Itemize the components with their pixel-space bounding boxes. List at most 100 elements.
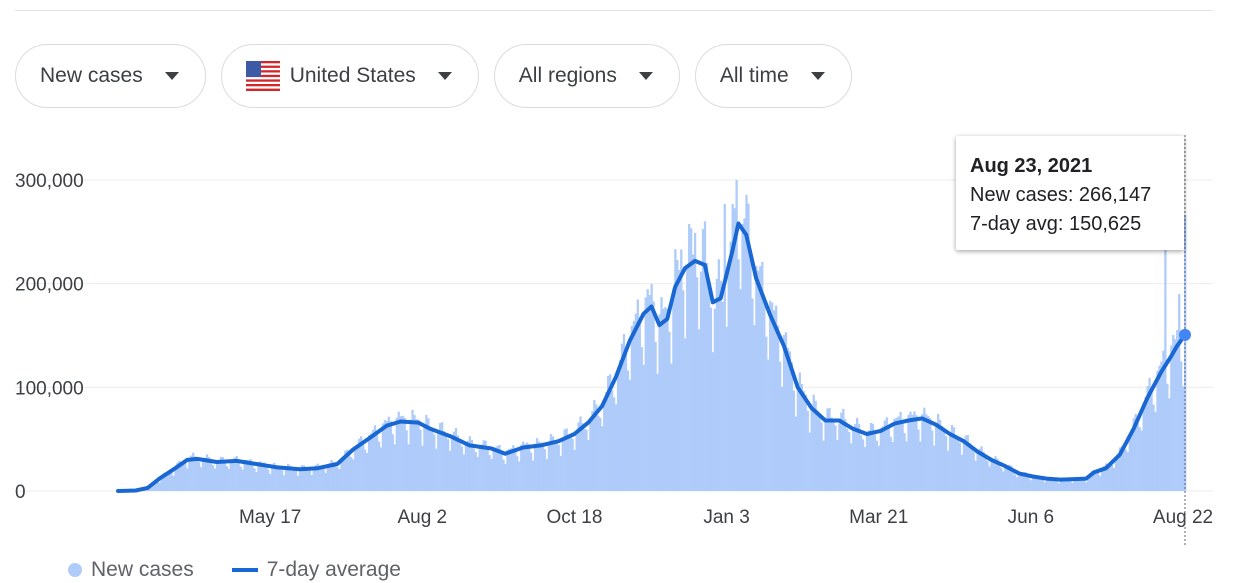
new-cases-bar <box>828 407 831 491</box>
new-cases-bar <box>423 425 426 491</box>
new-cases-bar <box>1002 471 1005 491</box>
new-cases-bar <box>231 459 234 491</box>
chevron-down-icon <box>638 72 653 80</box>
country-dropdown[interactable]: United States <box>220 44 479 108</box>
period-dropdown[interactable]: All time <box>694 44 852 108</box>
new-cases-bar <box>456 435 460 491</box>
new-cases-bar <box>968 443 971 491</box>
new-cases-bar <box>492 446 495 491</box>
new-cases-bar <box>956 438 960 491</box>
new-cases-bar <box>678 269 681 491</box>
new-cases-bar <box>863 446 867 491</box>
new-cases-bar <box>1010 465 1013 491</box>
new-cases-bar <box>717 259 720 491</box>
new-cases-bar <box>1000 468 1003 491</box>
new-cases-bar <box>974 460 977 491</box>
new-cases-bar <box>526 442 529 491</box>
new-cases-bar <box>899 411 902 491</box>
new-cases-bar <box>798 372 801 491</box>
new-cases-bar <box>897 416 900 491</box>
new-cases-bar <box>437 433 440 491</box>
new-cases-bar <box>856 417 859 491</box>
new-cases-bar <box>265 464 268 491</box>
new-cases-bar <box>316 463 319 491</box>
new-cases-bar <box>1012 470 1015 491</box>
new-cases-bar <box>261 463 264 491</box>
new-cases-bar <box>504 463 507 491</box>
new-cases-bar <box>684 338 687 491</box>
new-cases-bar <box>964 435 967 491</box>
new-cases-bar <box>213 468 217 491</box>
new-cases-bar <box>587 439 590 491</box>
new-cases-bar <box>524 444 527 491</box>
new-cases-bar <box>186 468 189 491</box>
new-cases-bar <box>624 352 628 491</box>
new-cases-bar <box>976 453 979 491</box>
new-cases-bar <box>620 343 624 491</box>
new-cases-bar <box>433 434 436 491</box>
new-cases-bar <box>170 472 173 491</box>
new-cases-bar <box>804 394 807 491</box>
new-cases-bar <box>510 448 513 491</box>
new-cases-bar <box>765 336 768 491</box>
new-cases-bar <box>500 452 503 491</box>
new-cases-bar <box>782 334 786 491</box>
y-tick-label: 0 <box>15 482 26 503</box>
new-cases-bar <box>650 284 653 491</box>
new-cases-bar <box>480 444 483 491</box>
new-cases-bar <box>824 422 827 491</box>
new-cases-bar <box>854 424 857 491</box>
new-cases-bar <box>211 465 215 491</box>
new-cases-bar <box>927 416 930 491</box>
new-cases-bar <box>300 465 304 491</box>
y-tick-label: 100,000 <box>15 378 84 399</box>
new-cases-bar <box>547 442 551 491</box>
new-cases-bar <box>950 424 954 491</box>
new-cases-bar <box>1180 361 1183 491</box>
new-cases-bar <box>919 441 922 491</box>
new-cases-bar <box>1055 480 1058 491</box>
new-cases-bar <box>948 434 952 491</box>
new-cases-bar <box>832 421 835 491</box>
new-cases-bar <box>800 383 803 491</box>
new-cases-bar <box>773 310 776 491</box>
new-cases-bar <box>1110 465 1114 491</box>
new-cases-bar <box>867 430 871 491</box>
new-cases-bar <box>350 457 353 491</box>
new-cases-bar <box>243 459 246 491</box>
new-cases-bar <box>954 435 958 491</box>
new-cases-bar <box>201 460 205 491</box>
new-cases-bar <box>672 288 675 491</box>
new-cases-bar <box>755 266 758 491</box>
new-cases-bar <box>563 429 566 491</box>
new-cases-bar <box>786 348 790 491</box>
new-cases-bar <box>695 277 699 491</box>
new-cases-bar <box>478 446 481 491</box>
new-cases-bar <box>1106 464 1110 491</box>
new-cases-bar <box>342 456 345 491</box>
new-cases-bar <box>259 461 262 491</box>
new-cases-bar <box>255 472 258 491</box>
new-cases-bar <box>905 441 908 491</box>
new-cases-bar <box>298 469 302 491</box>
new-cases-bar <box>296 475 300 491</box>
new-cases-bar <box>794 416 798 491</box>
new-cases-bar <box>263 462 266 491</box>
new-cases-bar <box>907 414 910 491</box>
new-cases-bar <box>1075 476 1078 491</box>
new-cases-bar <box>784 332 788 491</box>
cases-chart[interactable]: 0 100,000 200,000 300,000 May 17 Aug 2 Oct 18… <box>0 120 1240 550</box>
new-cases-bar <box>369 433 373 491</box>
new-cases-bar <box>605 392 608 491</box>
region-dropdown[interactable]: All regions <box>493 44 680 108</box>
new-cases-bar <box>312 469 315 491</box>
new-cases-bar <box>895 417 898 491</box>
new-cases-bar <box>549 434 553 491</box>
new-cases-bar <box>1021 472 1025 491</box>
new-cases-bar <box>383 420 387 491</box>
new-cases-bar <box>460 446 464 491</box>
new-cases-bar <box>251 462 254 491</box>
new-cases-bar <box>365 452 369 491</box>
new-cases-bar <box>573 449 576 491</box>
metric-dropdown[interactable]: New cases <box>15 44 206 108</box>
